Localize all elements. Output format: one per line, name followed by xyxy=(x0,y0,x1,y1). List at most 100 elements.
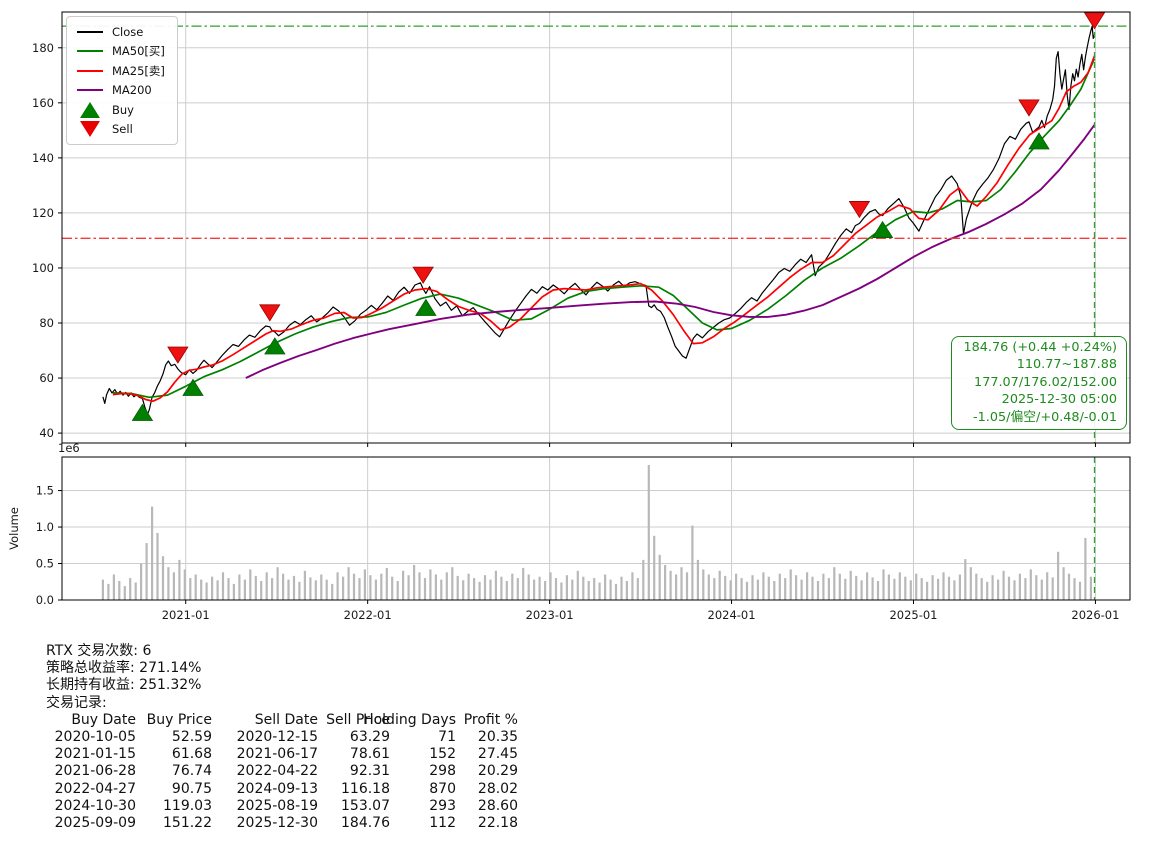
volume-bar xyxy=(505,581,508,600)
volume-bar xyxy=(309,577,312,600)
trade-cell: 2020-12-15 xyxy=(236,729,318,746)
volume-bar xyxy=(980,578,983,600)
trade-col-header: Buy Price xyxy=(146,711,212,728)
volume-bar xyxy=(876,581,880,600)
trade-cell: 20.29 xyxy=(477,763,518,780)
ma25-line-icon xyxy=(75,69,105,72)
volume-bar xyxy=(1089,576,1092,600)
volume-bar xyxy=(593,578,596,600)
close-line-icon xyxy=(75,30,105,33)
price-tick-label: 40 xyxy=(39,426,54,440)
volume-bar xyxy=(516,578,519,600)
buy-marker xyxy=(182,378,204,396)
volume-bar xyxy=(969,567,972,600)
x-tick-label: 2024-01 xyxy=(708,608,756,622)
volume-bar xyxy=(434,574,437,600)
volume-bar xyxy=(205,582,208,600)
volume-bar xyxy=(784,578,787,600)
trade-cell: 112 xyxy=(429,815,456,832)
volume-bar xyxy=(849,570,852,600)
volume-bar xyxy=(958,574,961,600)
volume-bar xyxy=(740,578,743,600)
trade-table-header: Buy Date Buy Price Sell Date Sell Price Hold… xyxy=(46,712,518,729)
volume-bar xyxy=(112,574,115,600)
volume-bar xyxy=(554,578,558,600)
volume-bar xyxy=(462,580,465,600)
volume-bar xyxy=(107,583,110,600)
volume-bar xyxy=(947,576,951,600)
volume-tick-label: 0.0 xyxy=(36,593,54,607)
volume-bar xyxy=(276,567,279,600)
volume-bar xyxy=(544,581,547,600)
volume-bar xyxy=(887,574,890,600)
volume-bar xyxy=(282,573,285,600)
annotation-bias: -1.05/偏空/+0.48/-0.01 xyxy=(973,409,1117,425)
volume-bar xyxy=(189,578,192,600)
trade-cell: 2025-09-09 xyxy=(54,815,136,832)
volume-bar xyxy=(483,575,487,600)
trade-cell: 184.76 xyxy=(341,815,390,832)
volume-bar xyxy=(363,569,366,600)
legend: Close MA50[买] MA25[卖] MA200 Buy Sell xyxy=(66,16,178,145)
volume-bar xyxy=(287,579,290,600)
volume-bar xyxy=(904,576,907,600)
sell-marker xyxy=(1018,99,1040,117)
volume-bar xyxy=(1018,573,1021,600)
buy-marker xyxy=(415,298,437,316)
legend-label: MA25[卖] xyxy=(112,63,165,78)
volume-bar xyxy=(702,569,705,600)
price-tick-label: 160 xyxy=(32,96,54,110)
volume-bar xyxy=(178,559,181,600)
volume-bar xyxy=(451,567,454,600)
volume-bar xyxy=(418,572,421,600)
volume-bar xyxy=(631,572,634,600)
volume-bar xyxy=(440,579,443,600)
volume-bar xyxy=(161,556,165,600)
volume-bar xyxy=(500,576,503,600)
volume-bar xyxy=(1057,551,1060,600)
trade-cell: 52.59 xyxy=(171,729,212,746)
volume-bar xyxy=(151,506,154,600)
volume-bar xyxy=(1084,538,1087,600)
volume-bar xyxy=(942,572,945,600)
volume-bar xyxy=(931,575,934,600)
volume-bar xyxy=(620,576,623,600)
volume-bar xyxy=(718,570,721,600)
volume-bar xyxy=(478,581,481,600)
volume-bar xyxy=(511,573,514,600)
volume-bar xyxy=(1024,578,1027,600)
trade-cell: 2024-10-30 xyxy=(54,797,136,814)
volume-bar xyxy=(325,579,328,600)
price-tick-label: 60 xyxy=(39,371,54,385)
price-axes-frame xyxy=(61,11,1131,444)
trade-cell: 61.68 xyxy=(171,746,212,763)
volume-bar xyxy=(767,576,770,600)
volume-bar xyxy=(413,565,416,600)
volume-bar xyxy=(920,578,923,600)
volume-bar xyxy=(893,578,896,600)
legend-label: Close xyxy=(112,24,144,39)
trade-cell: 116.18 xyxy=(341,780,390,797)
trade-cell: 76.74 xyxy=(171,763,212,780)
trade-cell: 2025-08-19 xyxy=(236,797,318,814)
volume-bar xyxy=(762,572,765,600)
legend-label: Sell xyxy=(112,122,133,137)
trade-cell: 63.29 xyxy=(349,729,390,746)
volume-bar xyxy=(445,572,448,600)
trade-cell: 92.31 xyxy=(349,763,390,780)
volume-bar xyxy=(713,578,716,600)
trade-row: 2024-10-30 119.03 2025-08-19 153.07 293 28.60 xyxy=(46,798,518,815)
volume-bar xyxy=(407,575,410,600)
trade-cell: 298 xyxy=(429,763,456,780)
volume-bar xyxy=(964,559,967,600)
volume-bar xyxy=(172,572,175,600)
legend-item-ma200: MA200 xyxy=(75,81,165,101)
volume-bar xyxy=(423,578,427,600)
volume-bar xyxy=(756,579,759,600)
ma200-line xyxy=(245,124,1096,379)
volume-bar xyxy=(937,578,940,600)
trade-cell: 20.35 xyxy=(477,729,518,746)
legend-item-sell: Sell xyxy=(75,120,165,140)
volume-bar xyxy=(522,567,525,600)
